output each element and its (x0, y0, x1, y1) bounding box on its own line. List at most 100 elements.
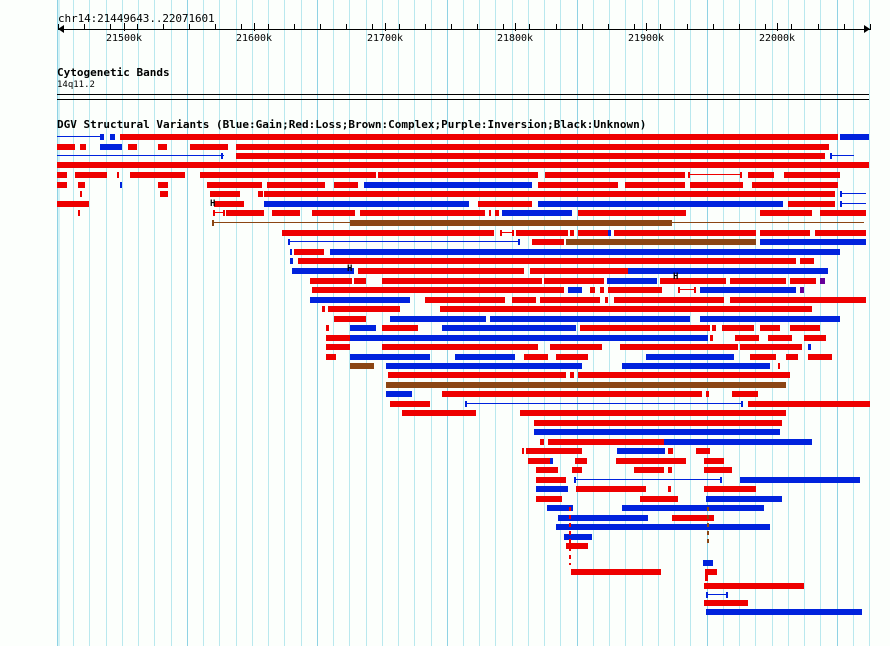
variant-segment[interactable] (608, 230, 611, 236)
variant-segment[interactable] (382, 344, 538, 350)
variant-segment[interactable] (820, 278, 825, 284)
variant-segment[interactable] (128, 144, 137, 150)
variant-segment[interactable] (730, 297, 866, 303)
variant-segment[interactable] (354, 278, 366, 284)
variant-segment[interactable] (328, 306, 400, 312)
variant-segment[interactable] (726, 592, 728, 598)
variant-segment[interactable] (732, 391, 758, 397)
variant-segment[interactable] (364, 182, 532, 188)
variant-segment[interactable] (620, 344, 738, 350)
variant-segment[interactable] (706, 391, 709, 397)
variant-segment[interactable] (57, 162, 869, 168)
variant-segment[interactable] (580, 325, 710, 331)
variant-segment[interactable] (703, 560, 713, 566)
variant-segment[interactable] (556, 354, 588, 360)
ruler[interactable]: chr14:21449643..22071601 21500k 21600k 217… (0, 0, 890, 60)
variant-segment[interactable] (57, 136, 103, 137)
variant-segment[interactable] (512, 297, 536, 303)
variant-segment[interactable] (574, 479, 722, 480)
variant-segment[interactable] (288, 239, 290, 245)
variant-segment[interactable] (634, 467, 664, 473)
variant-segment[interactable] (704, 600, 748, 606)
variant-segment[interactable] (804, 335, 826, 341)
variant-segment[interactable] (628, 268, 828, 274)
variant-segment[interactable] (566, 543, 588, 549)
variant-segment[interactable] (465, 401, 467, 407)
variant-segment[interactable] (688, 172, 690, 178)
variant-segment[interactable] (790, 325, 820, 331)
variant-segment[interactable] (622, 505, 764, 511)
variant-segment[interactable] (578, 372, 790, 378)
variant-segment[interactable] (748, 401, 762, 407)
variant-segment[interactable] (350, 335, 708, 341)
variant-segment[interactable] (750, 354, 776, 360)
variant-segment[interactable] (80, 144, 86, 150)
variant-segment[interactable] (214, 201, 244, 207)
variant-segment[interactable] (221, 153, 223, 159)
variant-segment[interactable] (706, 496, 782, 502)
variant-segment[interactable] (528, 458, 550, 464)
variant-segment[interactable] (80, 191, 82, 197)
variant-segment[interactable] (382, 278, 542, 284)
variant-segment[interactable] (130, 172, 185, 178)
variant-segment[interactable] (378, 172, 538, 178)
variant-segment[interactable] (350, 363, 374, 369)
variant-segment[interactable] (672, 515, 714, 521)
variant-segment[interactable] (840, 201, 842, 207)
variant-segment[interactable] (830, 155, 854, 156)
variant-segment[interactable] (608, 287, 662, 293)
variant-segment[interactable] (570, 230, 574, 236)
variant-segment[interactable] (808, 344, 811, 350)
variant-segment[interactable] (800, 287, 804, 293)
variant-segment[interactable] (668, 486, 671, 492)
variant-segment[interactable] (752, 182, 838, 188)
variant-segment[interactable] (760, 325, 780, 331)
variant-segment[interactable] (272, 210, 300, 216)
variant-segment[interactable] (334, 316, 366, 322)
variant-segment[interactable] (572, 467, 582, 473)
variant-segment[interactable] (550, 458, 553, 464)
variant-segment[interactable] (616, 458, 686, 464)
variant-segment[interactable] (536, 477, 566, 483)
variant-segment[interactable] (350, 325, 376, 331)
variant-segment[interactable] (808, 354, 832, 360)
variant-segment[interactable] (534, 429, 780, 435)
variant-segment[interactable] (117, 172, 119, 178)
variant-segment[interactable] (730, 278, 786, 284)
variant-segment[interactable] (465, 403, 743, 404)
variant-segment[interactable] (760, 239, 866, 245)
variant-segment[interactable] (500, 230, 502, 236)
variant-segment[interactable] (57, 182, 67, 188)
cytogenetic-band-label[interactable]: 14q11.2 (57, 80, 95, 90)
variant-segment[interactable] (520, 410, 786, 416)
variant-segment[interactable] (668, 467, 672, 473)
variant-segment[interactable] (578, 230, 610, 236)
variant-segment[interactable] (538, 182, 618, 188)
variant-segment[interactable] (706, 594, 728, 595)
variant-segment[interactable] (600, 287, 604, 293)
variant-segment[interactable] (264, 191, 835, 197)
variant-segment[interactable] (390, 401, 430, 407)
variant-segment[interactable] (556, 524, 770, 530)
variant-segment[interactable] (57, 172, 67, 178)
variant-segment[interactable] (386, 363, 582, 369)
variant-segment[interactable] (298, 258, 796, 264)
variant-segment[interactable] (545, 172, 685, 178)
variant-segment[interactable] (548, 439, 664, 445)
variant-segment[interactable] (334, 182, 358, 188)
variant-segment[interactable] (455, 354, 515, 360)
variant-segment[interactable] (705, 575, 708, 581)
variant-segment[interactable] (534, 420, 782, 426)
variant-segment[interactable] (678, 287, 680, 293)
variant-segment[interactable] (213, 212, 225, 213)
variant-segment[interactable] (646, 354, 734, 360)
variant-segment[interactable] (442, 391, 702, 397)
variant-segment[interactable] (540, 297, 600, 303)
variant-segment[interactable] (704, 467, 732, 473)
variant-segment[interactable] (690, 182, 743, 188)
variant-segment[interactable] (568, 287, 582, 293)
variant-segment[interactable] (110, 134, 115, 140)
variant-segment[interactable] (310, 278, 352, 284)
variant-segment[interactable] (700, 287, 796, 293)
